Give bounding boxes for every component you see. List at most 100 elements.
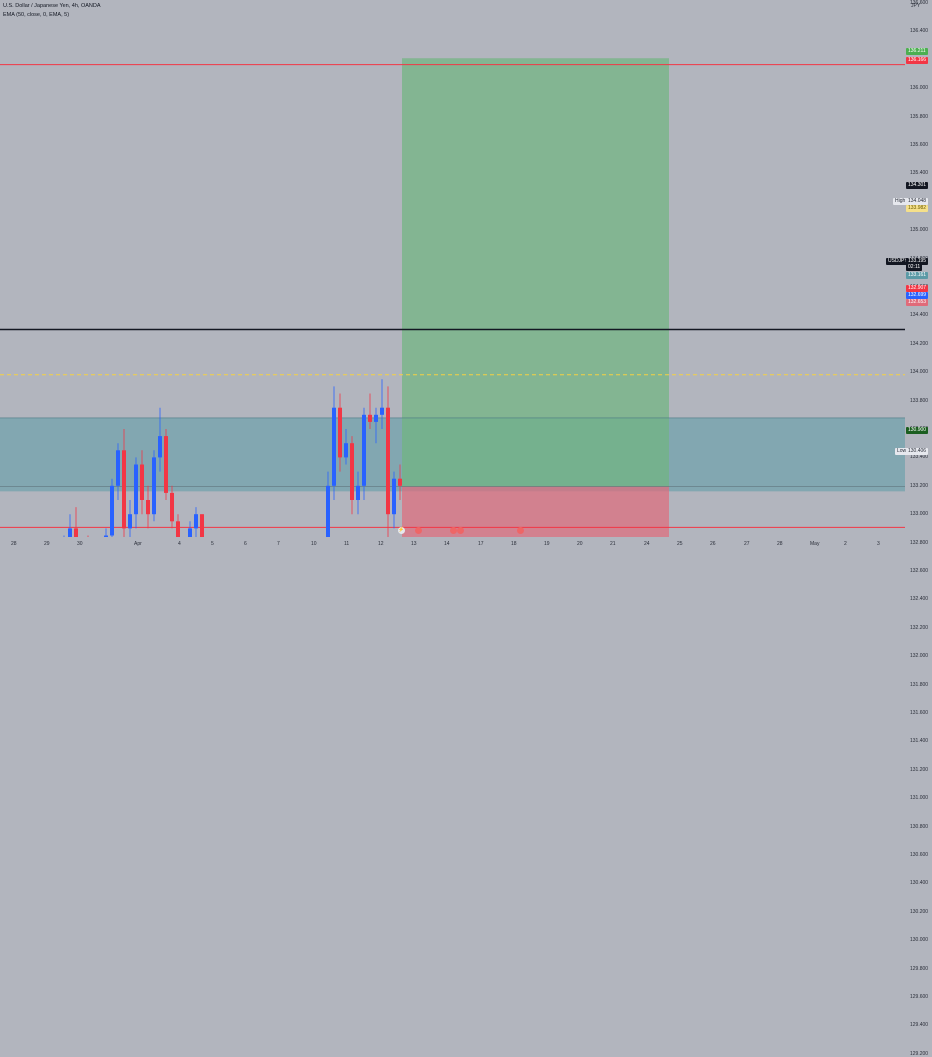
yellow-level-tag: 133.982 (906, 205, 929, 212)
us-flag-event-icon[interactable] (517, 527, 524, 534)
price-tick-label: 130.200 (910, 908, 929, 915)
candle-body (362, 414, 366, 486)
price-tick-label: 134.000 (910, 369, 929, 376)
price-tick-label: 133.400 (910, 454, 929, 461)
price-tick-label: 131.200 (910, 766, 929, 773)
price-tick-label: 129.400 (910, 1022, 929, 1029)
time-axis[interactable]: 28 29 30 Apr 4 5 6 7 10 11 12 13 14 17 18 19 20 21 24 25 26 2… (0, 537, 905, 550)
price-tick-label: 131.000 (910, 795, 929, 802)
candle-body (398, 478, 402, 486)
candle-body (158, 436, 162, 458)
symbol-title[interactable]: U.S. Dollar / Japanese Yen, 4h, OANDA (3, 3, 101, 9)
time-tick-label: 30 (77, 541, 83, 547)
price-tick-label: 130.400 (910, 880, 929, 887)
long-position-stop-zone (402, 486, 669, 537)
price-tick-label: 136.600 (910, 0, 929, 6)
time-tick-label: 25 (677, 541, 683, 547)
time-tick-label: 12 (378, 541, 384, 547)
candle-body (374, 414, 378, 422)
candle-body (74, 528, 78, 537)
price-tick-label: 129.600 (910, 994, 929, 1000)
price-tick-label: 132.600 (910, 568, 929, 574)
candle-body (188, 528, 192, 537)
low-value-tag: 130.406 (906, 448, 929, 455)
ema-indicator-label[interactable]: EMA (50, close, 0, EMA, 5) (3, 12, 70, 18)
time-tick-label: 29 (44, 541, 50, 547)
price-tick-label: 130.600 (910, 852, 929, 858)
high-value-tag: 134.048 (906, 198, 929, 205)
green-level-tag: 130.900 (906, 427, 929, 434)
candle-body (200, 514, 204, 537)
high-label: High (893, 198, 908, 205)
price-tick-label: 129.200 (910, 1050, 929, 1057)
price-tick-label: 133.800 (910, 397, 929, 404)
price-tick-label: 135.800 (910, 113, 929, 120)
us-flag-event-icon[interactable] (450, 527, 457, 534)
time-tick-label: May (810, 541, 820, 547)
low-label: Low (895, 448, 909, 455)
price-chart[interactable] (0, 0, 905, 537)
price-tick-label: 134.400 (910, 312, 929, 319)
price-tick-label: 135.600 (910, 142, 929, 148)
price-tick-label: 135.400 (910, 170, 929, 177)
candle-body (344, 443, 348, 458)
time-tick-label: 26 (710, 541, 716, 547)
candle-body (104, 535, 108, 537)
candle-body (368, 414, 372, 422)
time-tick-label: 2 (844, 541, 847, 547)
currency-label: JPY (911, 3, 921, 9)
candle-body (134, 464, 138, 515)
price-tick-label: 135.000 (910, 227, 929, 234)
candle-body (170, 492, 174, 522)
time-tick-label: 28 (777, 541, 783, 547)
time-tick-label: 17 (478, 541, 484, 547)
candle-body (356, 485, 360, 500)
candle-body (392, 478, 396, 515)
red-level-tag: 136.166 (906, 57, 929, 64)
long-position-target-zone (402, 58, 669, 487)
time-tick-label: 4 (178, 541, 181, 547)
zone-low-tag: 133.161 (906, 272, 929, 279)
us-flag-event-icon[interactable] (457, 527, 464, 534)
target-price-tag: 136.211 (906, 48, 928, 55)
time-tick-label: 21 (610, 541, 616, 547)
time-tick-label: 5 (211, 541, 214, 547)
price-tick-label: 131.600 (910, 710, 929, 716)
time-tick-label: 20 (577, 541, 583, 547)
dividend-event-icon[interactable]: ⚡ (398, 527, 405, 534)
time-tick-label: 13 (411, 541, 417, 547)
countdown-tag: 02:11 (906, 264, 923, 271)
time-tick-label: 27 (744, 541, 750, 547)
stop-tag: 132.653 (906, 299, 929, 306)
candle-body (332, 407, 336, 486)
price-tick-label: 132.000 (910, 653, 929, 660)
candle-body (110, 485, 114, 536)
price-tick-label: 131.400 (910, 738, 929, 745)
price-tick-label: 132.800 (910, 539, 929, 546)
time-tick-label: 3 (877, 541, 880, 547)
candle-body (164, 436, 168, 493)
candle-body (128, 514, 132, 529)
time-tick-label: Apr (134, 541, 142, 547)
price-tick-label: 136.000 (910, 85, 929, 92)
candle-body (68, 528, 72, 537)
price-tick-label: 132.400 (910, 596, 929, 603)
candle-body (122, 450, 126, 529)
time-tick-label: 7 (277, 541, 280, 547)
candle-body (116, 450, 120, 486)
last-price-tag: 133.195 (906, 258, 929, 265)
price-tick-label: 134.200 (910, 340, 929, 347)
us-flag-event-icon[interactable] (415, 527, 422, 534)
candle-body (140, 464, 144, 500)
candle-body (350, 443, 354, 500)
candle-body (146, 500, 150, 515)
time-tick-label: 24 (644, 541, 650, 547)
price-tick-label: 136.400 (910, 28, 929, 35)
price-tick-label: 133.200 (910, 482, 929, 489)
time-tick-label: 11 (344, 541, 350, 547)
price-tick-label: 129.800 (910, 965, 929, 972)
candle-body (338, 407, 342, 458)
ema-tag: 132.699 (906, 292, 929, 299)
candle-body (152, 457, 156, 515)
time-tick-label: 6 (244, 541, 247, 547)
